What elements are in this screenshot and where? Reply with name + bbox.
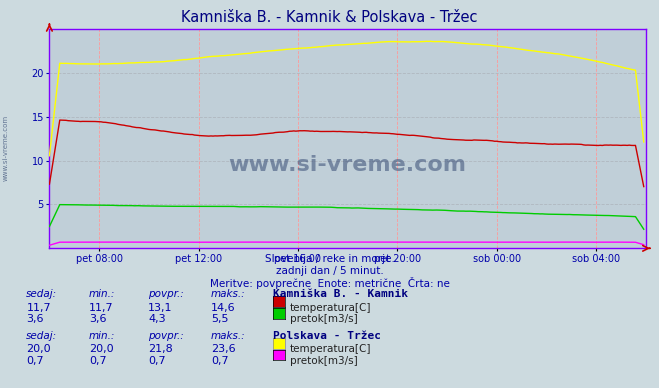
Text: sedaj:: sedaj:: [26, 331, 57, 341]
Text: 21,8: 21,8: [148, 344, 173, 354]
Text: www.si-vreme.com: www.si-vreme.com: [229, 155, 467, 175]
Text: 11,7: 11,7: [26, 303, 51, 313]
Text: zadnji dan / 5 minut.: zadnji dan / 5 minut.: [275, 266, 384, 276]
Text: povpr.:: povpr.:: [148, 331, 184, 341]
Text: pretok[m3/s]: pretok[m3/s]: [290, 356, 358, 366]
Text: temperatura[C]: temperatura[C]: [290, 303, 372, 313]
Text: maks.:: maks.:: [211, 331, 246, 341]
Text: 5,5: 5,5: [211, 314, 229, 324]
Text: Kamniška B. - Kamnik & Polskava - Tržec: Kamniška B. - Kamnik & Polskava - Tržec: [181, 10, 478, 25]
Text: Polskava - Tržec: Polskava - Tržec: [273, 331, 382, 341]
Text: maks.:: maks.:: [211, 289, 246, 299]
Text: povpr.:: povpr.:: [148, 289, 184, 299]
Text: 20,0: 20,0: [89, 344, 113, 354]
Text: min.:: min.:: [89, 289, 115, 299]
Text: Kamniška B. - Kamnik: Kamniška B. - Kamnik: [273, 289, 409, 299]
Text: 4,3: 4,3: [148, 314, 166, 324]
Text: 20,0: 20,0: [26, 344, 51, 354]
Text: sedaj:: sedaj:: [26, 289, 57, 299]
Text: temperatura[C]: temperatura[C]: [290, 344, 372, 354]
Text: pretok[m3/s]: pretok[m3/s]: [290, 314, 358, 324]
Text: Slovenija / reke in morje.: Slovenija / reke in morje.: [264, 254, 395, 264]
Text: 3,6: 3,6: [26, 314, 44, 324]
Text: 13,1: 13,1: [148, 303, 173, 313]
Text: 0,7: 0,7: [148, 356, 166, 366]
Text: 3,6: 3,6: [89, 314, 107, 324]
Text: min.:: min.:: [89, 331, 115, 341]
Text: 11,7: 11,7: [89, 303, 113, 313]
Text: 23,6: 23,6: [211, 344, 235, 354]
Text: 14,6: 14,6: [211, 303, 235, 313]
Text: www.si-vreme.com: www.si-vreme.com: [2, 114, 9, 180]
Text: 0,7: 0,7: [26, 356, 44, 366]
Text: Meritve: povprečne  Enote: metrične  Črta: ne: Meritve: povprečne Enote: metrične Črta:…: [210, 277, 449, 289]
Text: 0,7: 0,7: [211, 356, 229, 366]
Text: 0,7: 0,7: [89, 356, 107, 366]
